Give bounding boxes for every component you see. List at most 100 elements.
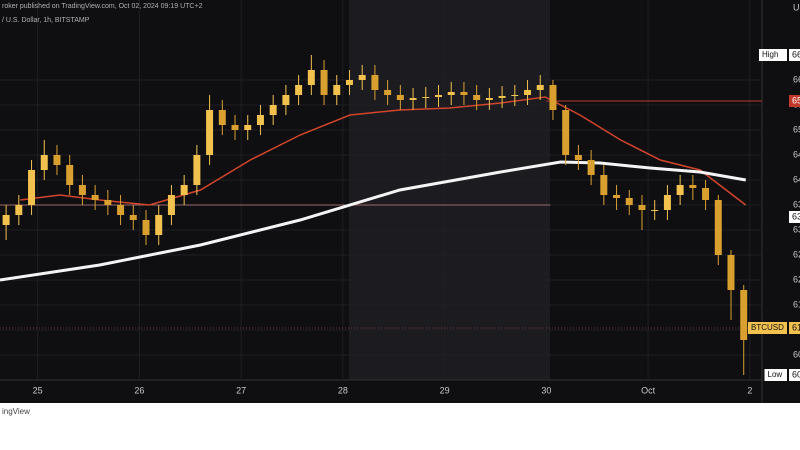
candle-body — [473, 95, 481, 100]
y-tick-label: 63000.00 — [793, 224, 800, 234]
candle-body — [371, 75, 379, 90]
candle-body — [333, 85, 341, 95]
price-badge — [789, 95, 800, 107]
candle-body — [498, 96, 506, 98]
candle-body — [91, 195, 99, 200]
x-tick-label: 29 — [440, 385, 450, 395]
badge-name: High — [762, 50, 778, 59]
candle-body — [155, 215, 163, 235]
x-tick-label: 30 — [541, 385, 551, 395]
candle-body — [485, 98, 493, 100]
candle-body — [66, 165, 74, 185]
badge-name: BTCUSD — [751, 323, 784, 332]
candle-body — [638, 205, 646, 210]
candle-body — [422, 97, 430, 98]
candle-body — [613, 195, 621, 198]
candle-body — [231, 125, 239, 130]
candle-body — [244, 125, 252, 130]
badge-name-box — [764, 369, 787, 381]
x-tick-label: 25 — [33, 385, 43, 395]
session-highlight — [349, 0, 550, 380]
candle-body — [587, 160, 595, 175]
badge-name-box — [748, 322, 787, 334]
candle-body — [524, 90, 532, 95]
candle-body — [511, 95, 519, 96]
candle-body — [167, 195, 175, 215]
y-tick-label: 65000.00 — [793, 124, 800, 134]
candle-body — [28, 170, 36, 205]
candle-body — [193, 155, 201, 185]
price-badge — [789, 369, 800, 381]
y-tick-label: 64500.00 — [793, 149, 800, 159]
candle-body — [345, 80, 353, 85]
candle-body — [600, 175, 608, 195]
plot — [0, 55, 762, 375]
candle-body — [549, 85, 557, 110]
candle-body — [269, 105, 277, 115]
candle-body — [740, 290, 748, 340]
price-badge — [789, 211, 800, 223]
price-badge-label: 63260.00 — [792, 211, 800, 221]
candle-body — [295, 85, 303, 95]
price-badge — [789, 49, 800, 61]
candle-body — [53, 155, 61, 165]
candle-body — [689, 185, 697, 188]
badge-name-box — [759, 49, 787, 61]
y-tick-label: 63500.00 — [793, 199, 800, 209]
currency-label: U — [793, 2, 800, 12]
x-tick-label: 28 — [338, 385, 348, 395]
y-tick-label: 61500.00 — [793, 299, 800, 309]
price-badge-label: 66500.00 — [792, 49, 800, 59]
price-badge-label: 61040.00 — [792, 322, 800, 332]
candle-body — [396, 95, 404, 100]
candle-body — [435, 95, 442, 97]
candle-body — [562, 110, 570, 155]
candle-body — [651, 210, 659, 211]
candle-body — [536, 85, 544, 90]
candle-body — [129, 215, 137, 220]
candle-body — [104, 200, 112, 205]
candle-body — [218, 110, 226, 125]
y-tick-label: 62000.00 — [793, 274, 800, 284]
candle-body — [714, 200, 722, 255]
candle-body — [40, 155, 48, 170]
x-tick-label: Oct — [641, 385, 656, 395]
price-badge-label: 65580.00 — [792, 95, 800, 105]
footer: ingView — [2, 407, 30, 416]
y-tick-label: 62500.00 — [793, 249, 800, 259]
candle-body — [574, 155, 582, 160]
x-tick-label: 26 — [134, 385, 144, 395]
candle-body — [460, 92, 468, 95]
y-tick-label: 64000.00 — [793, 174, 800, 184]
y-tick-label: 60500.00 — [793, 349, 800, 359]
candle-body — [282, 95, 290, 105]
moving-average — [0, 160, 747, 282]
candle-body — [142, 220, 150, 235]
candle-body — [663, 195, 671, 210]
price-badge — [789, 322, 800, 334]
candle-body — [702, 188, 710, 200]
x-tick-label: 27 — [236, 385, 246, 395]
candle-body — [256, 115, 264, 125]
candle-body — [625, 198, 633, 205]
candle-body — [727, 255, 735, 290]
candle-body — [15, 205, 23, 215]
candle-body — [358, 75, 366, 80]
candle-body — [447, 92, 455, 95]
x-tick-label: 2 — [747, 385, 752, 395]
chart-title: / U.S. Dollar, 1h, BITSTAMP — [2, 17, 90, 24]
moving-average — [20, 96, 747, 206]
candle-body — [117, 205, 125, 215]
badge-name: Low — [768, 370, 783, 379]
candle-body — [384, 90, 392, 95]
price-badge-label: 60100.00 — [792, 369, 800, 379]
candle-body — [676, 185, 684, 195]
y-tick-label: 66000.00 — [793, 74, 800, 84]
candle-body — [78, 185, 86, 195]
candle-body — [180, 185, 188, 195]
candle-body — [409, 98, 417, 100]
candle-body — [206, 110, 214, 155]
candle-body — [320, 70, 328, 95]
